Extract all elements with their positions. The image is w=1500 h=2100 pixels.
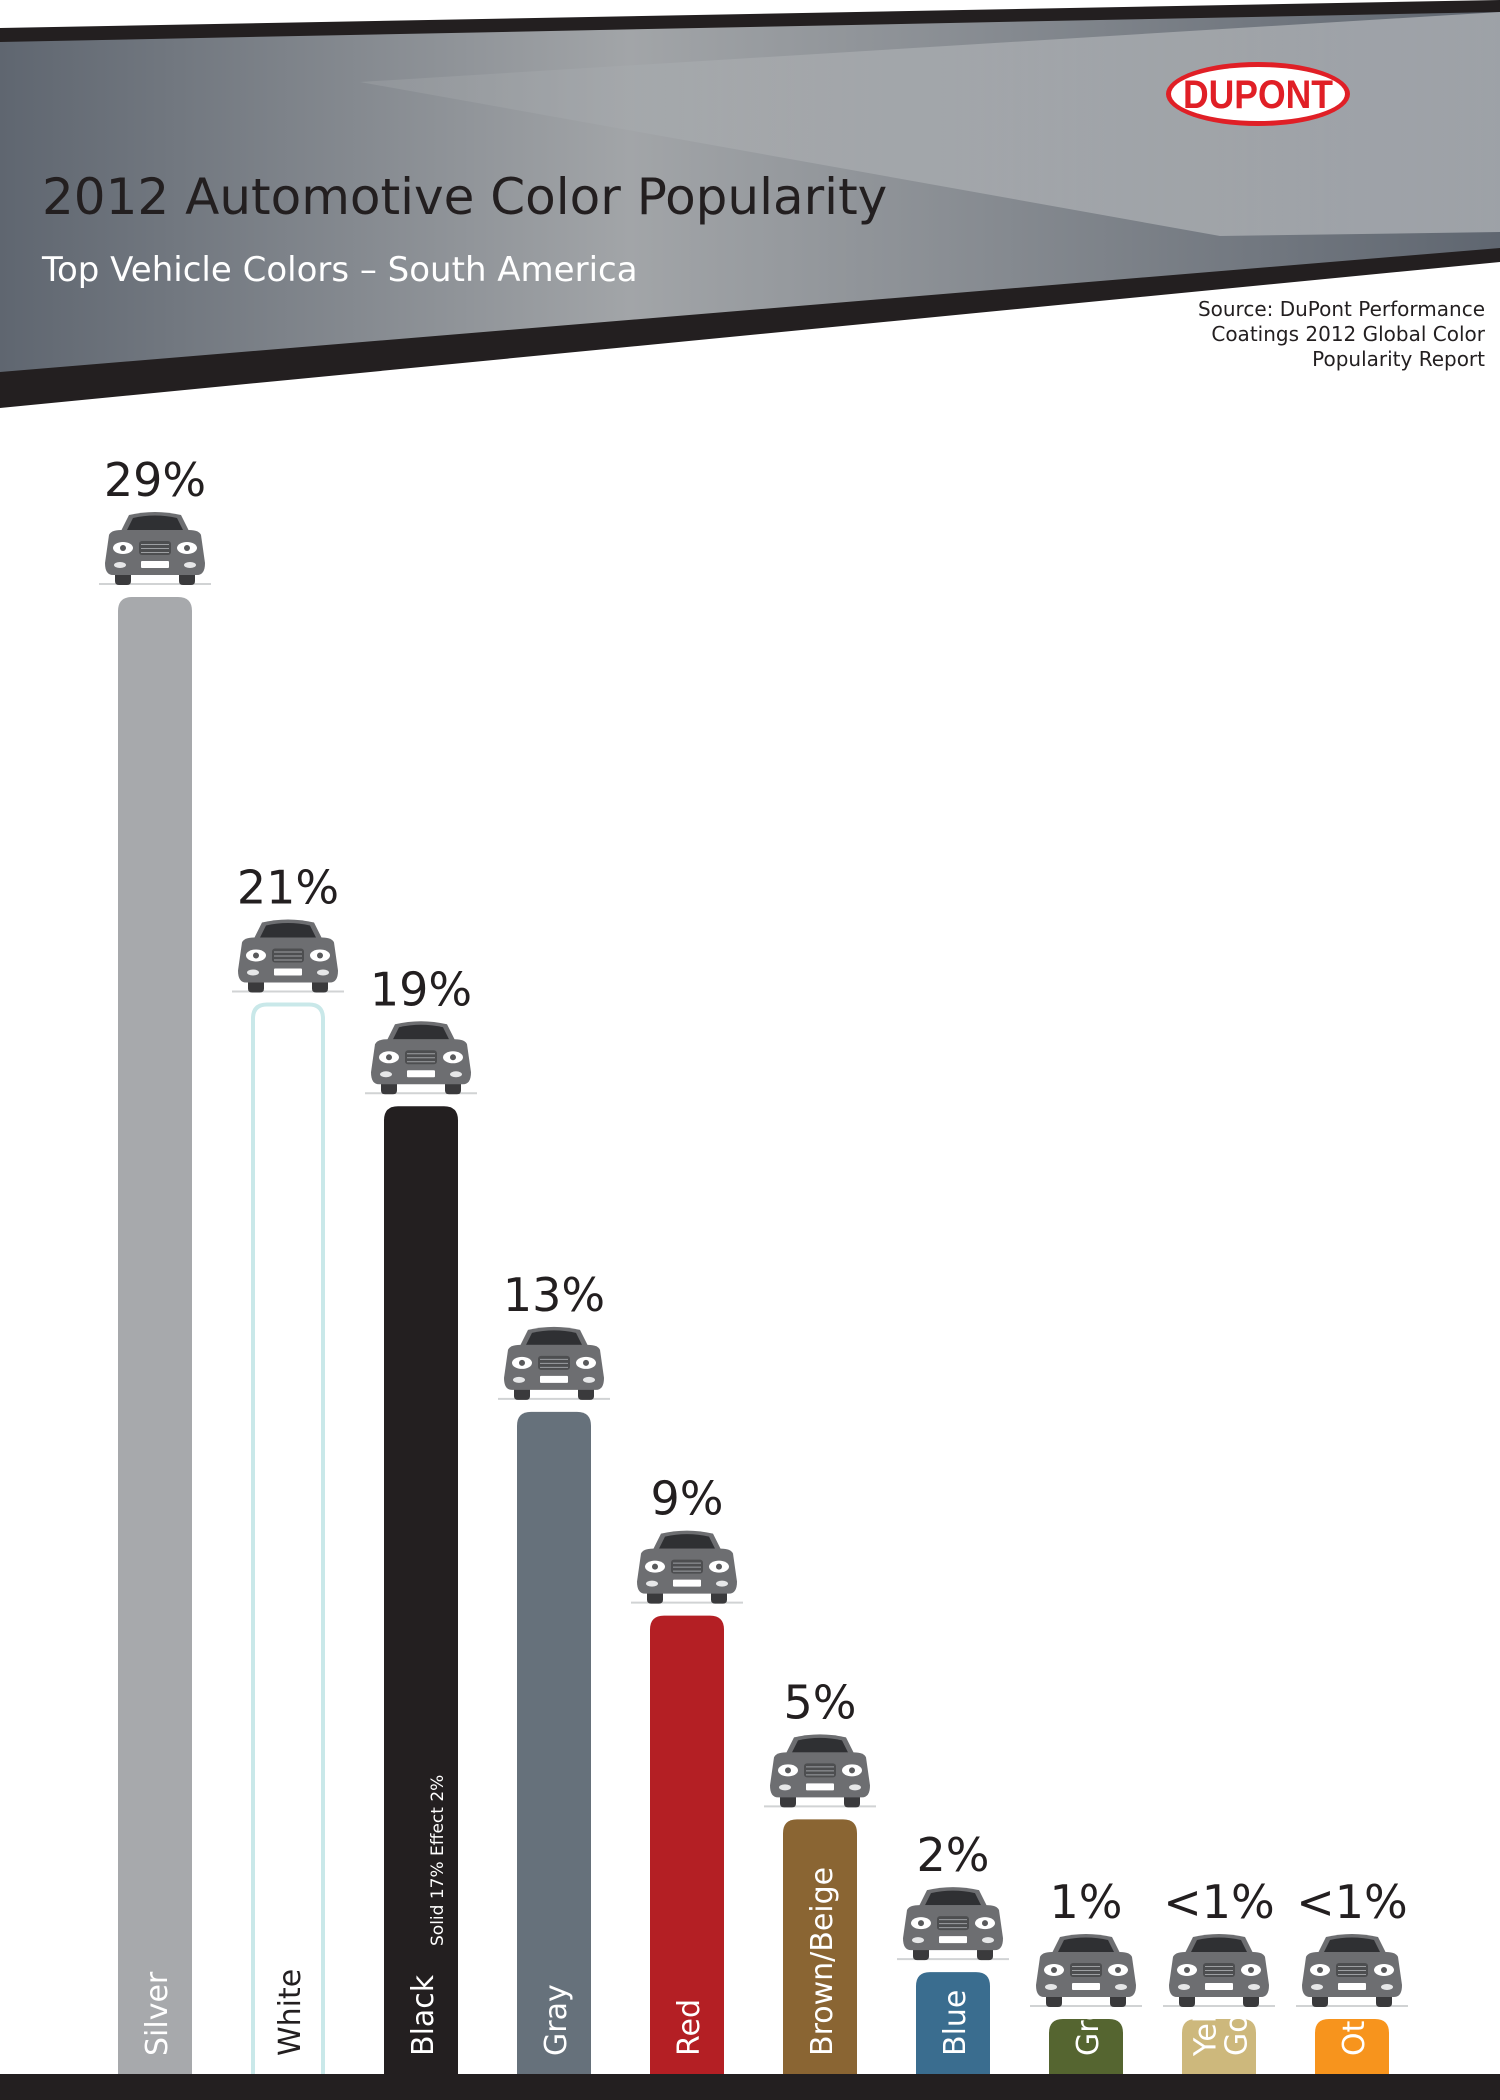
car-icon — [365, 1021, 477, 1095]
value-label: 9% — [651, 1472, 724, 1526]
bar-gray — [517, 1411, 591, 2074]
page-title: 2012 Automotive Color Popularity — [42, 168, 888, 226]
dupont-logo-text: DUPONT — [1183, 73, 1333, 117]
segment-annotation: Solid 17% Effect 2% — [428, 1775, 448, 1946]
category-label: Silver — [140, 1971, 175, 2056]
category-label: Brown/Beige — [805, 1867, 840, 2056]
car-icon — [764, 1734, 876, 1808]
car-icon — [1296, 1934, 1408, 2007]
value-label: <1% — [1296, 1875, 1408, 1929]
value-label: 19% — [370, 962, 472, 1016]
page-subtitle: Top Vehicle Colors – South America — [42, 250, 638, 290]
value-label: 13% — [503, 1268, 605, 1322]
value-label: 21% — [237, 860, 339, 914]
header-banner — [0, 0, 1500, 408]
car-icon — [498, 1326, 610, 1400]
category-label: Black — [406, 1974, 441, 2056]
source-line: Popularity Report — [1312, 347, 1485, 371]
bar-others — [1315, 2019, 1389, 2074]
value-label: 1% — [1050, 1875, 1123, 1929]
car-icon — [631, 1530, 743, 1604]
bar-brown-beige — [783, 1819, 857, 2074]
source-note: Source: DuPont Performance Coatings 2012… — [1065, 297, 1485, 372]
value-label: 2% — [917, 1828, 990, 1882]
source-line: Coatings 2012 Global Color — [1211, 322, 1485, 346]
car-icon — [1030, 1934, 1142, 2007]
bar-silver — [118, 597, 192, 2074]
bar-green — [1049, 2019, 1123, 2074]
source-line: Source: DuPont Performance — [1197, 297, 1485, 321]
bar-white — [251, 1002, 325, 2074]
category-label: Blue — [938, 1990, 973, 2056]
car-icon — [99, 512, 211, 585]
dupont-logo: DUPONT — [1166, 62, 1350, 126]
bottom-strip — [0, 2074, 1500, 2100]
bar-blue — [916, 1972, 990, 2074]
bar-black — [384, 1106, 458, 2074]
value-label: <1% — [1163, 1875, 1275, 1929]
car-icon — [897, 1887, 1009, 1961]
value-label: 29% — [104, 453, 206, 507]
category-label: White — [273, 1969, 308, 2056]
value-label: 5% — [784, 1675, 857, 1729]
car-icon — [232, 919, 344, 993]
category-label: Gray — [539, 1984, 574, 2056]
bar-yellow-gold — [1182, 2019, 1256, 2074]
bar-red — [650, 1615, 724, 2074]
car-icon — [1163, 1934, 1275, 2007]
category-label: Red — [672, 1999, 707, 2056]
